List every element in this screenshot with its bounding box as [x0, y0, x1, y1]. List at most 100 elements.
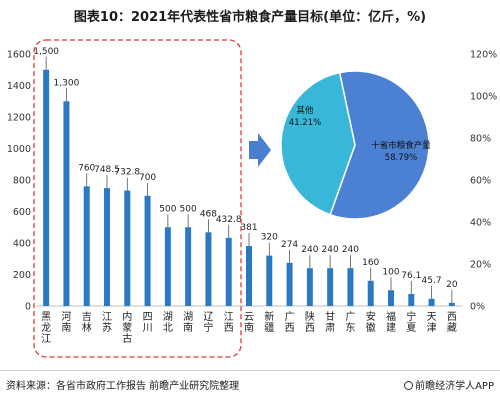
category-label-char: 广 [345, 311, 355, 323]
category-label-char: 福 [386, 310, 396, 323]
y2-tick-label: 120% [470, 50, 497, 61]
chart-area: 0 200 400 600 800 1000 1200 1400 1600 0% 20% 40% 60%… [7, 39, 497, 358]
category-label-char: 西 [447, 312, 457, 323]
bar-value-label: 500 [180, 204, 197, 214]
category-label-char: 南 [183, 321, 193, 334]
category-label-char: 西 [305, 323, 315, 334]
bar-value-label: 500 [159, 204, 176, 214]
bar-value-label: 320 [261, 233, 278, 243]
bar [428, 298, 435, 306]
category-label-char: 黑 [41, 311, 51, 323]
bar [246, 245, 252, 306]
category-label-char: 河 [61, 311, 71, 323]
bar-value-label: 1,300 [54, 78, 80, 88]
highlight-box [33, 39, 242, 358]
pie-label: 其他 [296, 105, 314, 116]
bar-value-label: 468 [200, 209, 217, 219]
category-label-char: 天 [427, 312, 437, 323]
arrow-icon [249, 133, 271, 167]
y2-tick-label: 80% [470, 134, 491, 145]
category-label-char: 南 [61, 321, 71, 334]
bar [83, 186, 90, 306]
bar-value-label: 274 [281, 240, 298, 250]
y-tick-label: 200 [13, 270, 31, 281]
bar-value-label: 748.5 [94, 165, 120, 175]
category-label-char: 辽 [203, 311, 213, 323]
pie-slice [280, 71, 356, 216]
category-label-char: 内 [122, 310, 132, 323]
category-label-char: 津 [427, 322, 437, 334]
bar [144, 195, 151, 306]
category-label-char: 北 [163, 322, 173, 334]
bar-value-label: 20 [446, 280, 458, 290]
category-label-char: 宁 [203, 321, 213, 334]
y-tick-label: 0 [25, 302, 31, 313]
y-tick-label: 400 [13, 239, 31, 250]
bar-value-label: 100 [382, 267, 399, 277]
bar-value-label: 381 [240, 223, 257, 233]
category-label-char: 建 [386, 321, 396, 334]
y-tick-label: 1000 [7, 144, 31, 155]
category-label-char: 古 [122, 332, 132, 345]
bar [367, 280, 374, 306]
category-label-char: 徽 [366, 321, 376, 334]
y-tick-label: 800 [13, 176, 31, 187]
source-note: 资料来源：各省市政府工作报告 前瞻产业研究院整理 [6, 381, 240, 392]
bar [448, 302, 455, 306]
category-label-char: 夏 [406, 322, 416, 334]
category-label-char: 江 [41, 333, 51, 345]
bar-value-label: 76.1 [401, 271, 421, 281]
category-label-char: 四 [143, 312, 153, 323]
y2-tick-label: 0% [470, 302, 485, 313]
bar [63, 101, 70, 306]
y2-tick-label: 60% [470, 176, 491, 187]
bar [306, 268, 313, 306]
category-label-char: 东 [345, 321, 355, 334]
y-tick-label: 600 [13, 207, 31, 218]
category-label-char: 江 [224, 311, 234, 323]
category-label-char: 蒙 [122, 321, 132, 334]
category-label-char: 广 [285, 311, 295, 323]
pie-label: 十省市粮食产量 [371, 140, 431, 151]
bar-value-label: 1,500 [33, 47, 59, 57]
bar-value-label: 700 [139, 173, 156, 183]
bar [266, 255, 273, 306]
bar-value-label: 240 [301, 245, 318, 255]
category-label-char: 疆 [264, 322, 274, 334]
y-tick-label: 1600 [7, 50, 31, 61]
category-label-char: 龙 [41, 321, 51, 334]
bar [185, 227, 192, 306]
y2-tick-label: 40% [470, 218, 491, 229]
category-label-char: 新 [264, 310, 274, 323]
bar-value-label: 732.8 [114, 168, 140, 178]
category-label-char: 甘 [325, 310, 335, 323]
category-label-char: 江 [102, 311, 112, 323]
category-label-char: 云 [244, 312, 254, 323]
bar [164, 227, 171, 306]
pie-value-label: 58.79% [385, 153, 417, 163]
footer-divider [0, 370, 500, 371]
category-label-char: 吉 [82, 311, 92, 323]
bar-value-label: 240 [322, 245, 339, 255]
bar [286, 262, 293, 306]
category-label-char: 川 [143, 323, 153, 334]
brand-logo-icon [404, 381, 414, 390]
category-label-char: 苏 [102, 321, 112, 334]
bar-value-label: 160 [362, 258, 379, 268]
category-label-char: 肃 [325, 322, 335, 334]
bar-value-label: 240 [342, 245, 359, 255]
chart-title: 图表10：2021年代表性省市粮食产量目标(单位：亿斤，%) [73, 10, 427, 25]
brand-label: 前瞻经济学人APP [404, 377, 494, 392]
category-label-char: 宁 [406, 310, 416, 323]
bar [43, 69, 50, 306]
y-tick-label: 1400 [7, 81, 31, 92]
bar-value-label: 760 [78, 163, 95, 173]
bar [205, 232, 212, 306]
category-label-char: 林 [82, 321, 92, 334]
bar-value-label: 45.7 [422, 276, 442, 286]
bar [408, 294, 415, 306]
category-label-char: 安 [366, 310, 376, 323]
bar [225, 237, 232, 306]
category-label-char: 湖 [163, 311, 173, 323]
pie-value-label: 41.21% [289, 118, 321, 128]
